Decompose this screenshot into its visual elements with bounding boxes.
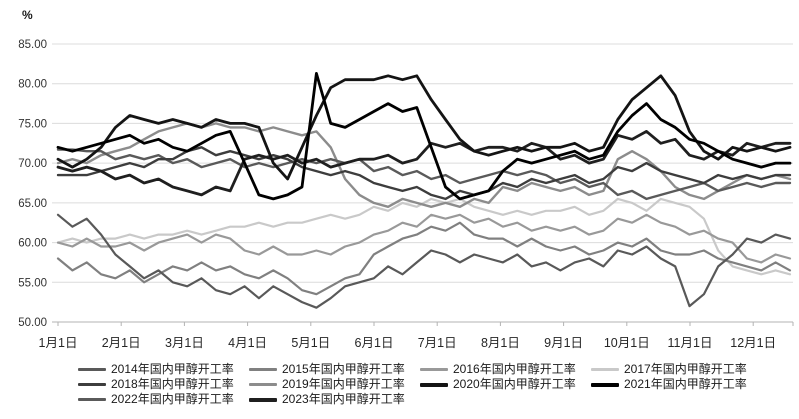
legend-label: 2020年国内甲醇开工率 xyxy=(453,377,576,391)
series-line-2022 xyxy=(56,148,792,201)
legend-item-2021: 2021年国内甲醇开工率 xyxy=(591,378,762,391)
legend-line-marker xyxy=(249,397,277,402)
legend-item-2019: 2019年国内甲醇开工率 xyxy=(249,378,420,391)
series-line-2021 xyxy=(56,72,792,201)
legend-item-2017: 2017年国内甲醇开工率 xyxy=(591,363,762,376)
series-line-2014 xyxy=(56,213,792,309)
y-axis-tick-label: 80.00 xyxy=(18,79,47,91)
x-axis-month-label: 9月1日 xyxy=(544,336,583,350)
series-line-2023 xyxy=(56,129,792,197)
y-axis-tick-label: 65.00 xyxy=(18,198,47,210)
x-axis-month-label: 6月1日 xyxy=(355,336,394,350)
legend-item-2020: 2020年国内甲醇开工率 xyxy=(420,378,591,391)
legend-line-marker xyxy=(420,382,448,387)
legend-item-2015: 2015年国内甲醇开工率 xyxy=(249,363,420,376)
series-line-2015 xyxy=(56,221,792,296)
chart-legend: 2014年国内甲醇开工率 2015年国内甲醇开工率 2016年国内甲醇开工率 2017… xyxy=(78,362,762,407)
legend-line-marker xyxy=(249,368,277,371)
legend-label: 2019年国内甲醇开工率 xyxy=(282,377,405,391)
x-axis-month-label: 11月1日 xyxy=(668,336,713,350)
x-axis-month-label: 8月1日 xyxy=(481,336,520,350)
legend-label: 2016年国内甲醇开工率 xyxy=(453,362,576,376)
y-axis-tick-label: 75.00 xyxy=(18,118,47,130)
legend-line-marker xyxy=(78,383,106,386)
legend-line-marker xyxy=(420,368,448,371)
series-line-2019 xyxy=(56,122,792,209)
legend-line-marker xyxy=(591,368,619,371)
legend-item-2022: 2022年国内甲醇开工率 xyxy=(78,393,249,406)
x-axis-month-label: 5月1日 xyxy=(291,336,330,350)
legend-line-marker xyxy=(249,383,277,386)
legend-item-2014: 2014年国内甲醇开工率 xyxy=(78,363,249,376)
series-line-2016 xyxy=(56,213,792,264)
x-axis-month-label: 1月1日 xyxy=(39,336,78,350)
y-axis-tick-label: 55.00 xyxy=(18,277,47,289)
legend-label: 2023年国内甲醇开工率 xyxy=(282,392,405,406)
legend-label: 2018年国内甲醇开工率 xyxy=(111,377,234,391)
legend-line-marker xyxy=(591,382,619,387)
legend-label: 2015年国内甲醇开工率 xyxy=(282,362,405,376)
legend-item-2016: 2016年国内甲醇开工率 xyxy=(420,363,591,376)
legend-line-marker xyxy=(78,368,106,371)
legend-label: 2017年国内甲醇开工率 xyxy=(624,362,747,376)
legend-line-marker xyxy=(78,398,106,401)
x-axis-month-label: 10月1日 xyxy=(604,336,650,350)
x-axis-month-label: 3月1日 xyxy=(165,336,204,350)
y-axis-tick-label: 85.00 xyxy=(18,39,47,51)
y-axis-tick-label: 60.00 xyxy=(18,238,47,250)
x-axis-month-label: 4月1日 xyxy=(228,336,267,350)
legend-item-2023: 2023年国内甲醇开工率 xyxy=(249,393,420,406)
legend-item-2018: 2018年国内甲醇开工率 xyxy=(78,378,249,391)
legend-label: 2014年国内甲醇开工率 xyxy=(111,362,234,376)
y-axis-tick-label: 70.00 xyxy=(18,158,47,170)
y-axis-tick-label: 50.00 xyxy=(18,317,47,329)
series-line-2018 xyxy=(56,146,792,201)
series-line-2017 xyxy=(56,197,792,276)
legend-label: 2022年国内甲醇开工率 xyxy=(111,392,234,406)
y-axis-unit-label: % xyxy=(22,8,33,22)
x-axis-month-label: 2月1日 xyxy=(102,336,141,350)
x-axis-month-label: 12月1日 xyxy=(730,336,776,350)
series-line-2020 xyxy=(56,74,792,181)
legend-label: 2021年国内甲醇开工率 xyxy=(624,377,747,391)
x-axis-month-label: 7月1日 xyxy=(418,336,457,350)
